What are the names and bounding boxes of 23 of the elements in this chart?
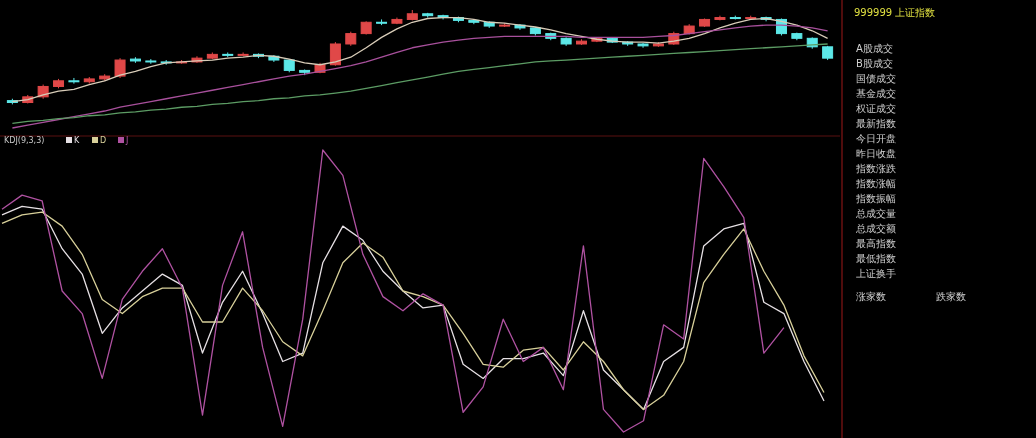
text: 最低指数 (856, 253, 896, 264)
text: 上证换手 (856, 268, 896, 279)
text: 跌家数 (936, 291, 966, 302)
text: 基金成交 (856, 88, 896, 99)
legend-label: J (125, 136, 129, 145)
text: 涨家数 (856, 291, 886, 302)
text: 权证成交 (855, 103, 896, 114)
text: 今日开盘 (856, 133, 896, 144)
text: 最高指数 (856, 238, 896, 249)
text: 最新指数 (856, 118, 896, 129)
text: A股成交 (856, 43, 893, 54)
text: 昨日收盘 (856, 148, 896, 159)
text: 国债成交 (856, 73, 896, 84)
legend-label: K (74, 136, 80, 145)
legend-label: D (100, 136, 107, 145)
text: 指数涨跌 (855, 163, 896, 174)
text: 总成交额 (855, 223, 896, 234)
text: 指数涨幅 (855, 178, 896, 189)
text: 999999 上证指数 (854, 7, 936, 18)
text: 指数振幅 (855, 193, 896, 204)
text: B股成交 (856, 58, 893, 69)
chart-title: KDJ(9,3,3) (4, 136, 45, 145)
text: 总成交量 (855, 208, 896, 219)
